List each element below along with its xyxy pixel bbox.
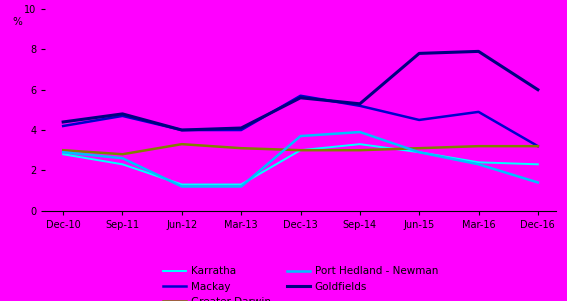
Port Hedland - Newman xyxy=(416,150,422,154)
Port Hedland - Newman xyxy=(119,157,126,160)
Line: Goldfields: Goldfields xyxy=(63,51,538,130)
Mackay xyxy=(238,128,244,132)
Goldfields xyxy=(238,126,244,130)
Karratha xyxy=(238,183,244,186)
Karratha xyxy=(119,163,126,166)
Port Hedland - Newman xyxy=(179,185,185,188)
Karratha xyxy=(357,142,363,146)
Port Hedland - Newman xyxy=(238,185,244,188)
Mackay xyxy=(119,114,126,118)
Karratha xyxy=(179,183,185,186)
Karratha xyxy=(416,150,422,154)
Mackay xyxy=(475,110,482,114)
Mackay xyxy=(179,128,185,132)
Karratha xyxy=(535,163,541,166)
Goldfields xyxy=(297,96,304,100)
Line: Greater Darwin: Greater Darwin xyxy=(63,144,538,154)
Mackay xyxy=(297,94,304,98)
Mackay xyxy=(357,104,363,108)
Greater Darwin xyxy=(357,148,363,152)
Mackay xyxy=(416,118,422,122)
Goldfields xyxy=(416,51,422,55)
Line: Port Hedland - Newman: Port Hedland - Newman xyxy=(63,132,538,187)
Karratha xyxy=(475,160,482,164)
Greater Darwin xyxy=(297,148,304,152)
Goldfields xyxy=(357,102,363,106)
Karratha xyxy=(60,152,66,156)
Goldfields xyxy=(475,50,482,53)
Goldfields xyxy=(535,88,541,92)
Port Hedland - Newman xyxy=(357,130,363,134)
Line: Mackay: Mackay xyxy=(63,96,538,146)
Goldfields xyxy=(119,112,126,116)
Port Hedland - Newman xyxy=(475,163,482,166)
Goldfields xyxy=(179,128,185,132)
Greater Darwin xyxy=(60,148,66,152)
Karratha xyxy=(297,148,304,152)
Greater Darwin xyxy=(416,146,422,150)
Mackay xyxy=(60,124,66,128)
Goldfields xyxy=(60,120,66,124)
Mackay xyxy=(535,144,541,148)
Legend: Karratha, Mackay, Greater Darwin, Port Hedland - Newman, Goldfields: Karratha, Mackay, Greater Darwin, Port H… xyxy=(163,266,438,301)
Text: %: % xyxy=(12,17,22,27)
Greater Darwin xyxy=(238,146,244,150)
Greater Darwin xyxy=(119,152,126,156)
Port Hedland - Newman xyxy=(297,134,304,138)
Greater Darwin xyxy=(179,142,185,146)
Port Hedland - Newman xyxy=(60,150,66,154)
Line: Karratha: Karratha xyxy=(63,144,538,185)
Port Hedland - Newman xyxy=(535,181,541,184)
Greater Darwin xyxy=(475,144,482,148)
Greater Darwin xyxy=(535,144,541,148)
